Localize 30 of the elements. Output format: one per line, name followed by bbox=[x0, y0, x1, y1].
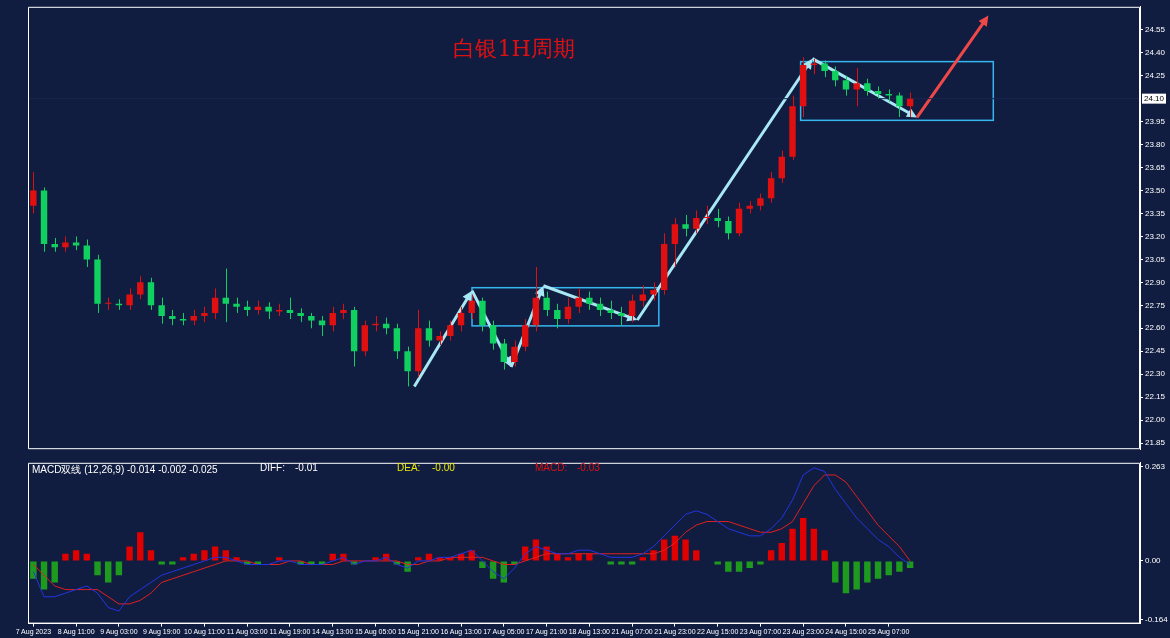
y-tick-label: 21.85 bbox=[1145, 438, 1166, 448]
y-tick-label: 22.15 bbox=[1145, 392, 1166, 402]
y-tick-label: 23.35 bbox=[1145, 208, 1166, 218]
y-tick-label: 23.80 bbox=[1145, 139, 1166, 149]
text: 白银1H周期 bbox=[452, 34, 576, 63]
annotation: MACD: bbox=[535, 462, 568, 473]
ref-line-label: 24.10 bbox=[1144, 93, 1165, 103]
y-tick-label: 22.75 bbox=[1145, 300, 1166, 310]
y-tick-label: 23.50 bbox=[1145, 185, 1166, 195]
y-tick-label: 24.55 bbox=[1145, 24, 1166, 34]
y-tick-label: 23.20 bbox=[1145, 231, 1166, 241]
y-tick-label: 0.00 bbox=[1145, 556, 1162, 566]
y-tick-label: 0.263 bbox=[1145, 461, 1166, 471]
y-tick-label: 23.65 bbox=[1145, 162, 1166, 172]
y-tick-label: 24.25 bbox=[1145, 70, 1166, 80]
annotation: DEA: bbox=[397, 462, 421, 473]
y-tick-label: 23.95 bbox=[1145, 116, 1166, 126]
annotation: -0.03 bbox=[577, 462, 600, 473]
y-tick-label: 22.00 bbox=[1145, 415, 1166, 425]
annotation: -0.01 bbox=[295, 462, 318, 473]
y-tick-label: 23.05 bbox=[1145, 254, 1166, 264]
y-tick-label: 22.30 bbox=[1145, 369, 1166, 379]
y-tick-label: 22.60 bbox=[1145, 323, 1166, 333]
y-tick-label: 24.40 bbox=[1145, 47, 1166, 57]
y-tick-label: -0.164 bbox=[1145, 614, 1169, 624]
annotation: DIFF: bbox=[260, 462, 285, 473]
annotation: -0.00 bbox=[432, 462, 455, 473]
chart-title: MACD双线 (12,26,9) -0.014 -0.002 -0.025 bbox=[32, 463, 218, 477]
y-tick-label: 22.90 bbox=[1145, 277, 1166, 287]
y-tick-label: 22.45 bbox=[1145, 346, 1166, 356]
